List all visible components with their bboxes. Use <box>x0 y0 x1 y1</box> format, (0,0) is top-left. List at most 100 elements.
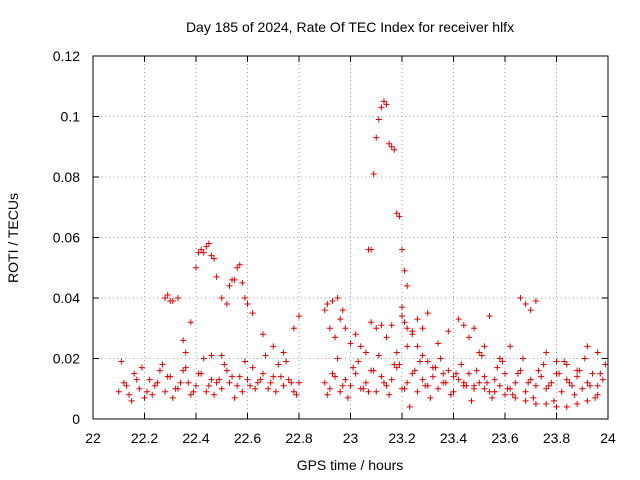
data-point <box>553 358 560 365</box>
data-point <box>280 349 287 356</box>
data-point <box>334 355 341 362</box>
data-point <box>326 385 333 392</box>
chart-title: Day 185 of 2024, Rate Of TEC Index for r… <box>186 19 514 35</box>
data-point <box>234 382 241 389</box>
data-point <box>478 352 485 359</box>
data-point <box>558 388 565 395</box>
data-point <box>419 376 426 383</box>
data-point <box>211 391 218 398</box>
data-point <box>321 307 328 314</box>
data-point <box>226 282 233 289</box>
data-point <box>417 358 424 365</box>
data-point <box>471 325 478 332</box>
data-point <box>169 394 176 401</box>
data-point <box>182 364 189 371</box>
data-point <box>512 394 519 401</box>
data-point <box>236 373 243 380</box>
data-point <box>411 367 418 374</box>
data-point <box>592 394 599 401</box>
x-tick-label: 23.2 <box>388 430 415 446</box>
data-point <box>414 388 421 395</box>
data-point <box>496 355 503 362</box>
data-point <box>370 367 377 374</box>
data-point <box>401 385 408 392</box>
data-point <box>414 343 421 350</box>
data-point <box>223 367 230 374</box>
data-point <box>396 361 403 368</box>
data-point <box>368 246 375 253</box>
data-point <box>213 273 220 280</box>
data-point <box>218 385 225 392</box>
data-point <box>267 379 274 386</box>
x-tick-label: 22.6 <box>234 430 261 446</box>
data-point <box>584 397 591 404</box>
data-point <box>471 382 478 389</box>
data-point <box>368 319 375 326</box>
data-point <box>193 382 199 389</box>
data-point <box>190 388 197 395</box>
data-point <box>388 143 395 150</box>
x-tick-label: 23.6 <box>491 430 518 446</box>
data-point <box>378 104 385 111</box>
data-point <box>465 370 472 377</box>
data-point <box>386 391 393 398</box>
data-point <box>522 397 529 404</box>
data-point <box>203 388 210 395</box>
y-tick-label: 0.08 <box>53 169 80 185</box>
x-tick-label: 22 <box>85 430 101 446</box>
data-point <box>247 382 254 389</box>
data-point <box>496 382 503 389</box>
data-point <box>378 322 385 329</box>
data-point <box>128 397 135 404</box>
data-point <box>476 379 483 386</box>
data-point <box>458 361 465 368</box>
data-point <box>234 264 241 271</box>
data-point <box>481 343 488 350</box>
data-point <box>288 379 295 386</box>
data-point <box>481 385 488 392</box>
data-point <box>136 385 143 392</box>
data-point <box>123 382 130 389</box>
data-point <box>208 252 215 259</box>
x-tick-label: 23 <box>343 430 359 446</box>
x-tick-label: 22.8 <box>285 430 312 446</box>
data-point <box>388 376 395 383</box>
data-point <box>453 370 460 377</box>
data-point <box>548 379 555 386</box>
data-point <box>445 367 452 374</box>
data-point <box>357 343 364 350</box>
data-point <box>177 379 184 386</box>
data-point <box>532 382 539 389</box>
data-point <box>419 352 426 359</box>
data-point <box>393 349 400 356</box>
data-point <box>352 331 359 338</box>
data-point <box>465 334 472 341</box>
data-point <box>218 295 225 301</box>
data-point <box>450 373 457 380</box>
data-point <box>347 340 354 347</box>
data-point <box>332 373 339 380</box>
data-point <box>435 340 442 347</box>
data-point <box>375 116 382 123</box>
data-point <box>221 361 228 368</box>
data-points <box>115 98 609 410</box>
data-point <box>378 373 385 380</box>
data-point <box>262 352 269 359</box>
data-point <box>380 98 387 105</box>
data-point <box>334 295 341 301</box>
data-point <box>156 367 163 374</box>
data-point <box>527 307 534 314</box>
data-point <box>486 388 493 395</box>
y-tick-label: 0.02 <box>53 351 80 367</box>
data-point <box>440 370 447 377</box>
data-point <box>388 322 395 329</box>
data-point <box>141 394 148 401</box>
data-point <box>586 382 593 389</box>
data-point <box>365 388 372 395</box>
data-point <box>512 379 519 386</box>
data-point <box>543 385 550 392</box>
data-point <box>133 376 140 383</box>
data-point <box>324 301 331 308</box>
data-point <box>223 301 230 308</box>
y-tick-label: 0.12 <box>53 48 80 64</box>
